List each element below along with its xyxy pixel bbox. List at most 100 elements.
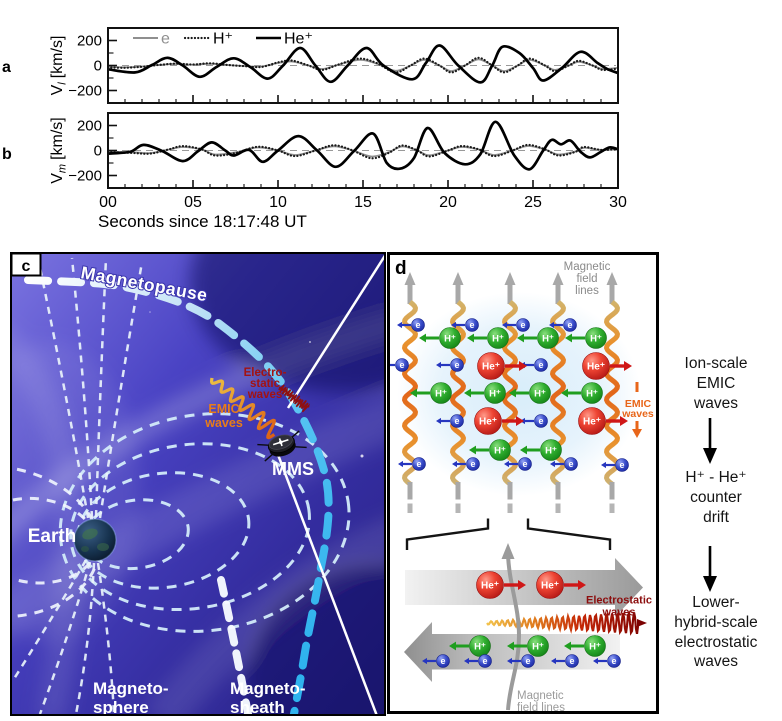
hplus-arrowhead-icon bbox=[565, 333, 572, 343]
zoom-wedge-line-top bbox=[286, 253, 386, 409]
electron-symbol: e bbox=[470, 459, 475, 469]
svg-text:sheath: sheath bbox=[230, 698, 285, 716]
flow-text-line: counter bbox=[690, 488, 742, 506]
heplus-symbol: He⁺ bbox=[583, 417, 601, 428]
legend-heplus-label: He⁺ bbox=[284, 31, 313, 48]
mms-spacecraft-icon bbox=[257, 430, 307, 462]
nebula-streaks bbox=[10, 252, 386, 716]
field-arrowhead-icon bbox=[452, 272, 464, 285]
emic-waves-label: EMIC waves bbox=[204, 402, 243, 430]
svg-text:Electrostatic: Electrostatic bbox=[586, 595, 652, 607]
heplus-ball bbox=[474, 407, 502, 435]
electron-particle: e bbox=[504, 457, 532, 471]
electron-particle: e bbox=[398, 457, 426, 471]
x-tick-label: 20 bbox=[439, 194, 457, 211]
electron-ball bbox=[534, 414, 548, 428]
hplus-particle: H⁺ bbox=[467, 327, 509, 349]
svg-text:field: field bbox=[576, 273, 597, 285]
emic-wave-icon bbox=[210, 377, 276, 440]
axis-ticks bbox=[107, 39, 619, 187]
bottom-particles: He⁺ He⁺H⁺ H⁺ H⁺e e e e e bbox=[422, 571, 621, 668]
hplus-ball bbox=[537, 327, 559, 349]
heplus-ball bbox=[477, 352, 505, 380]
hplus-arrowhead-icon bbox=[469, 445, 476, 455]
heplus-particle: He⁺ bbox=[582, 352, 632, 380]
hplus-particle: H⁺ bbox=[464, 382, 506, 404]
field-line-arrowhead-icon bbox=[501, 543, 515, 559]
svg-text:EMIC: EMIC bbox=[625, 398, 652, 410]
hplus-particle: H⁺ bbox=[469, 439, 511, 461]
x-tick-label: 30 bbox=[609, 194, 627, 211]
svg-text:EMIC: EMIC bbox=[208, 402, 239, 416]
panel-c-frame bbox=[10, 252, 386, 716]
electron-particle: e bbox=[520, 414, 548, 428]
bottom-field-lines-label: Magnetic field lines bbox=[517, 690, 565, 714]
field-arrowhead-icon bbox=[606, 272, 618, 285]
panel-a-curves bbox=[108, 44, 618, 84]
heplus-particle: He⁺ bbox=[477, 352, 527, 380]
electron-particle: e bbox=[549, 318, 577, 332]
hplus-particle: H⁺ bbox=[564, 635, 606, 657]
electron-arrowhead-icon bbox=[436, 417, 441, 425]
hplus-arrowhead-icon bbox=[467, 333, 474, 343]
electron-particle: e bbox=[452, 457, 480, 471]
svg-text:static: static bbox=[250, 378, 281, 390]
panel-a-frame bbox=[107, 27, 619, 104]
electrostatic-wave-icon bbox=[486, 610, 640, 636]
hplus-particle: H⁺ bbox=[410, 382, 452, 404]
hplus-symbol: H⁺ bbox=[545, 445, 557, 456]
electron-arrowhead-icon bbox=[398, 460, 403, 468]
magnetosheath-label: Magneto- sheath bbox=[230, 679, 306, 716]
hplus-symbol: H⁺ bbox=[590, 333, 602, 344]
electron-ball bbox=[516, 318, 530, 332]
electron-arrowhead-icon bbox=[550, 460, 555, 468]
hplus-arrowhead-icon bbox=[517, 333, 524, 343]
electron-particle: e bbox=[397, 318, 425, 332]
electron-arrowhead-icon bbox=[502, 321, 507, 329]
flow-text-line: H⁺ - He⁺ bbox=[685, 469, 747, 486]
hplus-symbol: H⁺ bbox=[589, 641, 601, 652]
heplus-arrowhead-icon bbox=[518, 580, 526, 590]
electron-ball bbox=[395, 358, 409, 372]
flow-text-line: Ion-scale bbox=[684, 355, 748, 372]
hplus-particle: H⁺ bbox=[419, 327, 461, 349]
y-tick-label: −200 bbox=[68, 83, 102, 100]
electron-particle: e bbox=[507, 654, 535, 668]
heplus-arrowhead-icon bbox=[578, 580, 586, 590]
electron-ball bbox=[563, 318, 577, 332]
hplus-arrowhead-icon bbox=[520, 445, 527, 455]
electron-arrowhead-icon bbox=[452, 460, 457, 468]
heplus-symbol: He⁺ bbox=[482, 362, 500, 373]
hplus-ball bbox=[581, 382, 603, 404]
electron-particle: e bbox=[601, 458, 629, 472]
hplus-symbol: H⁺ bbox=[534, 388, 546, 399]
electron-arrowhead-icon bbox=[507, 657, 512, 665]
zoom-bracket bbox=[405, 518, 612, 550]
x-tick-label: 25 bbox=[524, 194, 542, 211]
electron-ball bbox=[411, 318, 425, 332]
heplus-arrowhead-icon bbox=[624, 361, 632, 371]
hplus-particle: H⁺ bbox=[517, 327, 559, 349]
hplus-ball bbox=[489, 439, 511, 461]
heplus-arrowhead-icon bbox=[519, 361, 527, 371]
electron-arrowhead-icon bbox=[464, 657, 469, 665]
axis-tick-labels: −200 0 200 −200 0 200 00 05 10 15 20 25 30 bbox=[68, 33, 627, 212]
hplus-arrowhead-icon bbox=[410, 388, 417, 398]
svg-text:lines: lines bbox=[575, 285, 599, 297]
hplus-symbol: H⁺ bbox=[532, 641, 544, 652]
y-tick-label: 200 bbox=[77, 33, 102, 50]
flow-text-line: drift bbox=[703, 508, 729, 526]
electron-symbol: e bbox=[567, 320, 572, 330]
x-tick-label: 05 bbox=[184, 194, 202, 211]
electron-ball bbox=[450, 358, 464, 372]
electron-symbol: e bbox=[454, 416, 459, 426]
electron-arrowhead-icon bbox=[451, 321, 456, 329]
flow-step-electrostatic: Lower- hybrid-scale electrostatic waves bbox=[652, 593, 780, 672]
electron-symbol: e bbox=[415, 320, 420, 330]
electron-particle: e bbox=[551, 654, 579, 668]
emic-direction-label: EMIC waves bbox=[621, 382, 654, 438]
hplus-arrowhead-icon bbox=[449, 641, 456, 651]
electron-symbol: e bbox=[522, 459, 527, 469]
electron-particle: e bbox=[502, 318, 530, 332]
heplus-symbol: He⁺ bbox=[541, 581, 559, 592]
